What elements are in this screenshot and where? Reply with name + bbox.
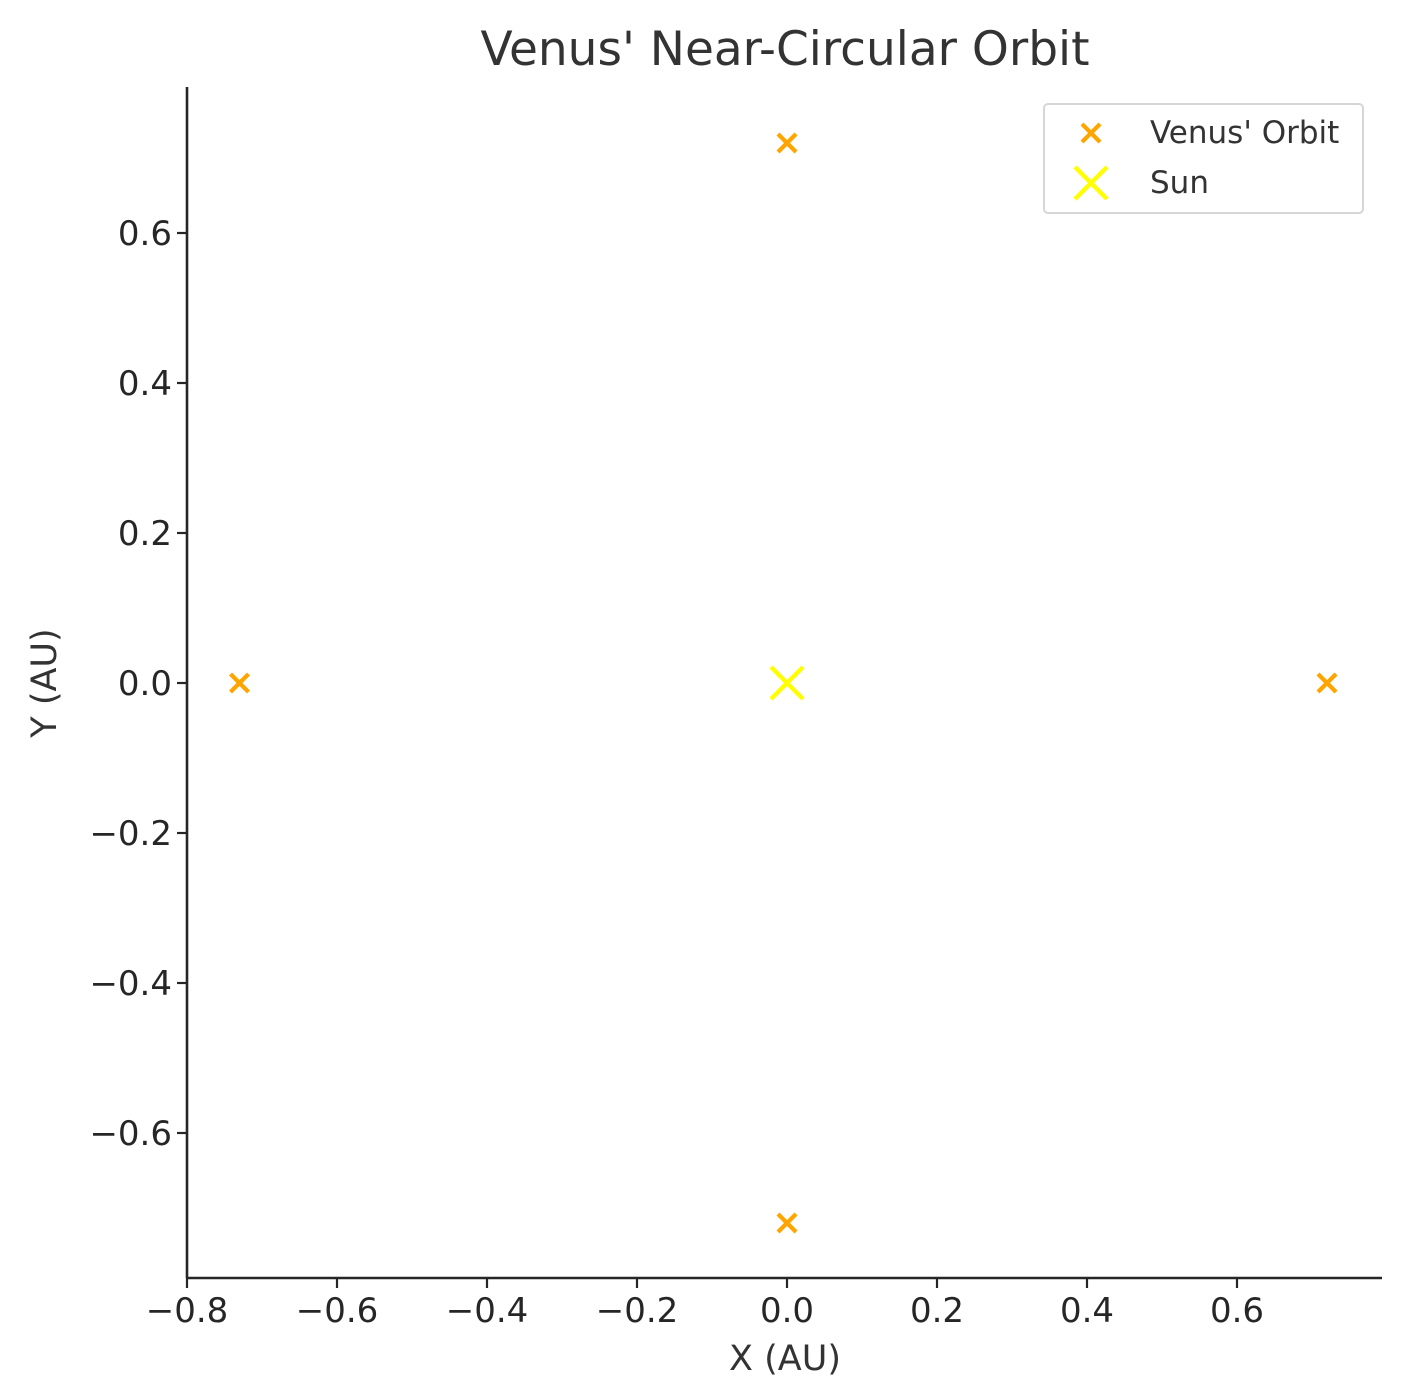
y-tick-label: 0.4 — [118, 364, 172, 404]
venus-orbit-marker — [776, 1212, 798, 1234]
legend-venus-orbit-marker — [1080, 122, 1102, 144]
legend-entries: Venus' Orbit Sun — [1073, 115, 1339, 201]
y-ticks: −0.6 −0.4 −0.2 0.0 0.2 0.4 0.6 — [89, 214, 187, 1154]
y-tick-label: −0.6 — [89, 1114, 172, 1154]
x-tick-label: −0.2 — [596, 1291, 679, 1331]
x-tick-label: −0.8 — [146, 1291, 229, 1331]
x-tick-label: 0.2 — [910, 1291, 964, 1331]
chart-title: Venus' Near-Circular Orbit — [480, 22, 1089, 77]
y-axis-label: Y (AU) — [25, 628, 65, 738]
x-ticks: −0.8 −0.6 −0.4 −0.2 0.0 0.2 0.4 0.6 — [146, 1278, 1264, 1331]
legend-venus-orbit-label: Venus' Orbit — [1150, 115, 1339, 151]
y-tick-label: −0.2 — [89, 814, 172, 854]
x-axis-label: X (AU) — [729, 1339, 841, 1379]
x-tick-label: 0.0 — [760, 1291, 814, 1331]
legend: Venus' Orbit Sun — [1043, 103, 1364, 214]
legend-frame — [1043, 103, 1364, 214]
y-tick-label: −0.4 — [89, 964, 172, 1004]
y-tick-label: 0.0 — [118, 664, 172, 704]
legend-sun-label: Sun — [1150, 165, 1209, 201]
venus-orbit-marker — [776, 132, 798, 154]
y-tick-label: 0.6 — [118, 214, 172, 254]
x-tick-label: −0.6 — [296, 1291, 379, 1331]
venus-orbit-marker — [229, 672, 250, 694]
y-tick-label: 0.2 — [118, 514, 172, 554]
sun-marker — [769, 665, 805, 701]
data-markers — [229, 132, 1338, 1234]
x-tick-label: −0.4 — [446, 1291, 529, 1331]
venus-orbit-marker — [1316, 672, 1338, 694]
x-tick-label: 0.6 — [1210, 1291, 1264, 1331]
legend-sun-marker — [1073, 165, 1109, 201]
x-tick-label: 0.4 — [1060, 1291, 1114, 1331]
